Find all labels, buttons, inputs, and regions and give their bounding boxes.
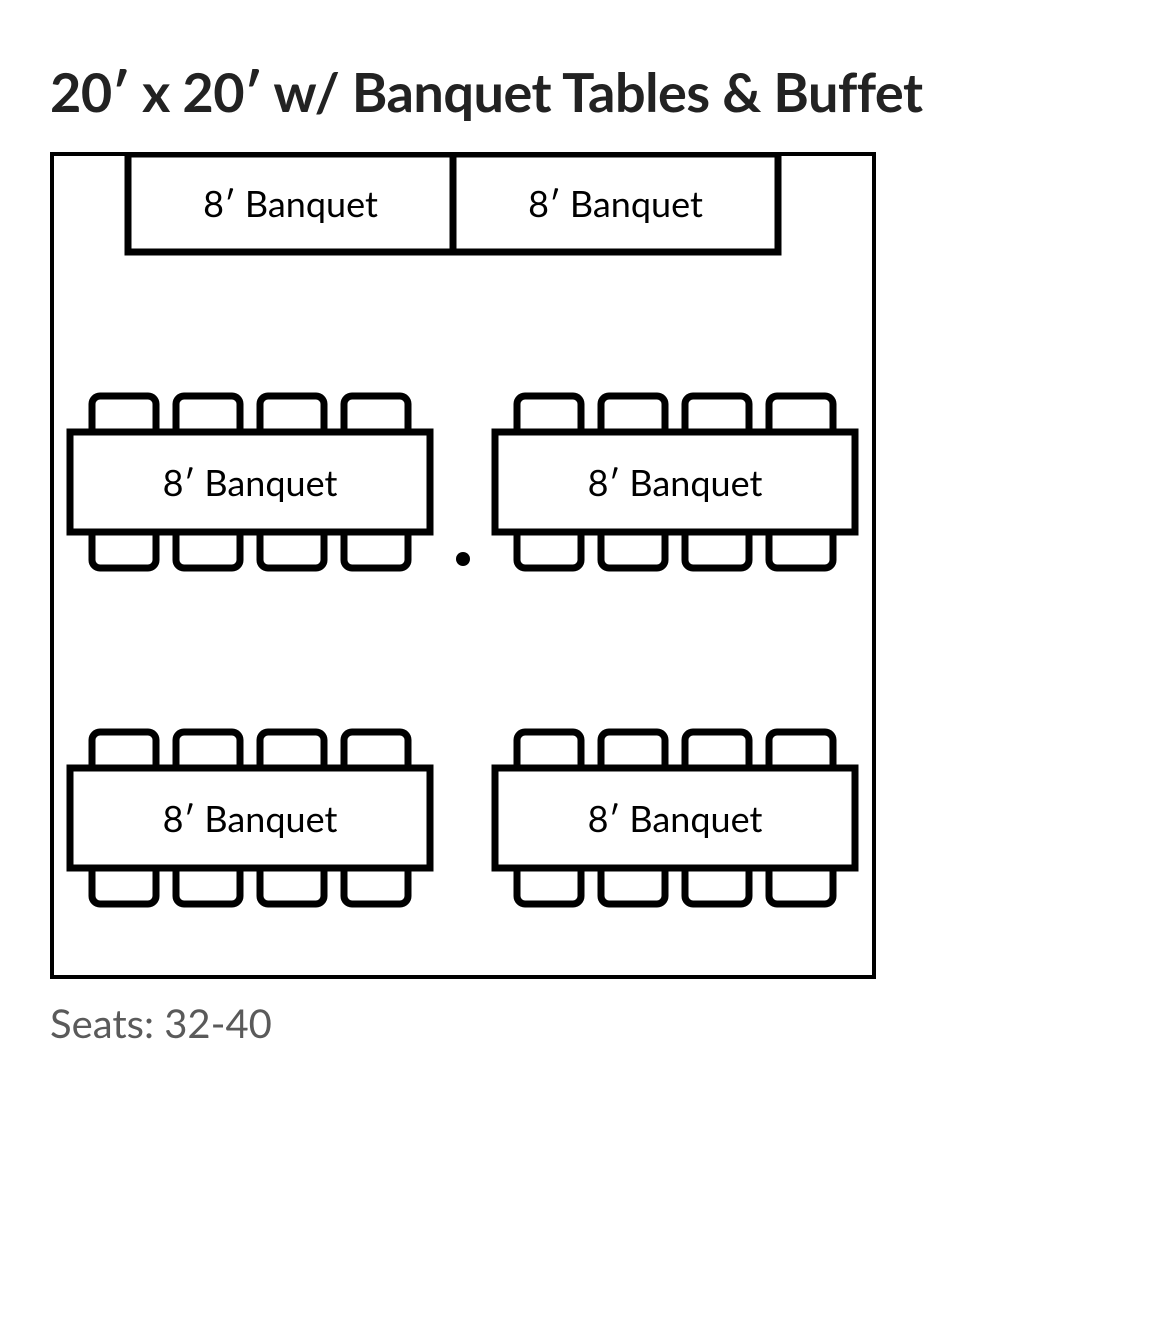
page-title: 20′ x 20′ w/ Banquet Tables & Buffet — [50, 60, 1120, 124]
floorplan-diagram: 8′ Banquet 8′ Banquet 8′ Banquet 8′ Banquet… — [50, 152, 1120, 983]
seats-caption: Seats: 32-40 — [50, 999, 1120, 1047]
floorplan-svg: 8′ Banquet 8′ Banquet 8′ Banquet 8′ Banquet… — [50, 152, 876, 979]
svg-text:8′ Banquet: 8′ Banquet — [203, 181, 378, 225]
svg-text:8′ Banquet: 8′ Banquet — [163, 460, 338, 504]
svg-text:8′ Banquet: 8′ Banquet — [588, 796, 763, 840]
svg-text:8′ Banquet: 8′ Banquet — [528, 181, 703, 225]
svg-text:8′ Banquet: 8′ Banquet — [163, 796, 338, 840]
svg-text:8′ Banquet: 8′ Banquet — [588, 460, 763, 504]
page: 20′ x 20′ w/ Banquet Tables & Buffet 8′ … — [0, 0, 1170, 1107]
